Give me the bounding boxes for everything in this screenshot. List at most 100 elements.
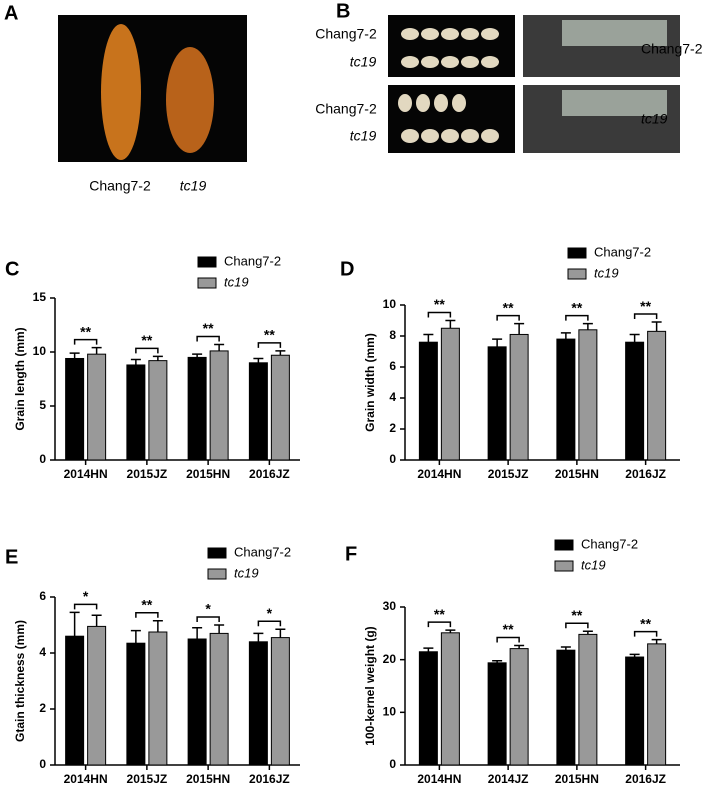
error-bar xyxy=(582,630,593,635)
error-bar xyxy=(253,357,264,363)
significance-label: ** xyxy=(434,296,445,312)
error-bar xyxy=(560,332,571,340)
y-tick-label: 8 xyxy=(389,328,396,342)
y-tick-label: 0 xyxy=(389,757,396,771)
bar xyxy=(187,638,207,766)
legend-swatch xyxy=(197,256,217,268)
bar xyxy=(148,360,168,461)
bar xyxy=(209,350,229,461)
bar xyxy=(126,642,146,766)
caliper-display xyxy=(562,20,667,46)
error-bar xyxy=(253,632,264,642)
x-tick-label: 2014HN xyxy=(417,772,461,786)
error-bar xyxy=(492,659,503,663)
significance-label: ** xyxy=(264,327,275,343)
ear xyxy=(166,47,214,153)
significance-bracket xyxy=(427,311,452,318)
significance-bracket xyxy=(73,338,98,345)
x-tick-label: 2015HN xyxy=(186,467,230,481)
bar xyxy=(126,364,146,461)
bar xyxy=(418,651,438,766)
caliper-display xyxy=(562,90,667,116)
error-bar xyxy=(275,628,286,638)
panel-letter: B xyxy=(336,0,350,22)
bar xyxy=(418,341,438,461)
significance-label: ** xyxy=(640,615,651,631)
error-bar xyxy=(214,343,225,351)
x-tick-label: 2015JZ xyxy=(127,772,168,786)
legend-label: Chang7-2 xyxy=(594,244,651,259)
panel-letter: F xyxy=(345,543,357,565)
y-axis-label: Grain width (mm) xyxy=(363,333,377,432)
significance-label: ** xyxy=(434,606,445,622)
error-bar xyxy=(651,321,662,332)
significance-label: ** xyxy=(503,299,514,315)
bar xyxy=(578,329,598,461)
y-tick-label: 15 xyxy=(33,290,47,304)
photo-label: Chang7-2 xyxy=(315,101,377,117)
error-bar xyxy=(423,647,434,652)
error-bar xyxy=(152,620,163,632)
error-bar xyxy=(91,346,102,355)
legend-swatch xyxy=(567,247,587,259)
bar xyxy=(270,637,290,766)
legend-swatch xyxy=(207,568,227,580)
bar xyxy=(647,330,667,461)
y-tick-label: 0 xyxy=(39,757,46,771)
error-bar xyxy=(629,333,640,343)
significance-bracket xyxy=(135,612,159,618)
error-bar xyxy=(69,611,80,637)
bar xyxy=(270,354,290,461)
error-bar xyxy=(651,638,662,644)
legend-label: Chang7-2 xyxy=(234,544,291,559)
error-bar xyxy=(192,627,203,639)
bar xyxy=(487,662,507,766)
y-tick-label: 4 xyxy=(389,390,396,404)
x-tick-label: 2016JZ xyxy=(625,772,666,786)
significance-label: ** xyxy=(80,323,91,339)
x-tick-label: 2016JZ xyxy=(249,772,290,786)
x-tick-label: 2016JZ xyxy=(625,467,666,481)
error-bar xyxy=(514,644,525,649)
photo-label: Chang7-2 xyxy=(641,41,703,57)
error-bar xyxy=(91,614,102,627)
legend-swatch xyxy=(567,268,587,280)
x-tick-label: 2014HN xyxy=(64,467,108,481)
legend-label: tc19 xyxy=(234,565,259,580)
bar xyxy=(556,649,576,766)
bar xyxy=(65,635,85,766)
significance-bracket xyxy=(633,313,658,320)
significance-label: ** xyxy=(141,597,152,613)
bar xyxy=(440,327,460,461)
y-tick-label: 0 xyxy=(39,452,46,466)
y-tick-label: 4 xyxy=(39,645,46,659)
y-tick-label: 6 xyxy=(39,589,46,603)
significance-bracket xyxy=(427,621,452,628)
x-tick-label: 2015HN xyxy=(555,772,599,786)
error-bar xyxy=(130,358,141,365)
significance-label: * xyxy=(205,601,211,617)
error-bar xyxy=(130,629,141,644)
significance-bracket xyxy=(73,603,98,610)
error-bar xyxy=(560,646,571,651)
x-tick-label: 2015HN xyxy=(186,772,230,786)
panel-letter: A xyxy=(4,2,18,24)
bar xyxy=(440,632,460,766)
photo-label: Chang7-2 xyxy=(315,26,377,42)
bar xyxy=(248,641,268,766)
legend-label: tc19 xyxy=(224,274,249,289)
photo-label: tc19 xyxy=(180,178,207,194)
legend-label: Chang7-2 xyxy=(224,253,281,268)
y-tick-label: 6 xyxy=(389,359,396,373)
error-bar xyxy=(445,629,456,633)
y-tick-label: 0 xyxy=(389,452,396,466)
y-axis-label: 100-kernel weight (g) xyxy=(363,626,377,745)
panel-letter: D xyxy=(340,258,354,280)
significance-label: ** xyxy=(141,332,152,348)
bar xyxy=(65,357,85,461)
bar xyxy=(209,632,229,766)
significance-bracket xyxy=(633,630,658,637)
photo-label: Chang7-2 xyxy=(89,178,151,194)
photo-label: tc19 xyxy=(350,54,377,70)
